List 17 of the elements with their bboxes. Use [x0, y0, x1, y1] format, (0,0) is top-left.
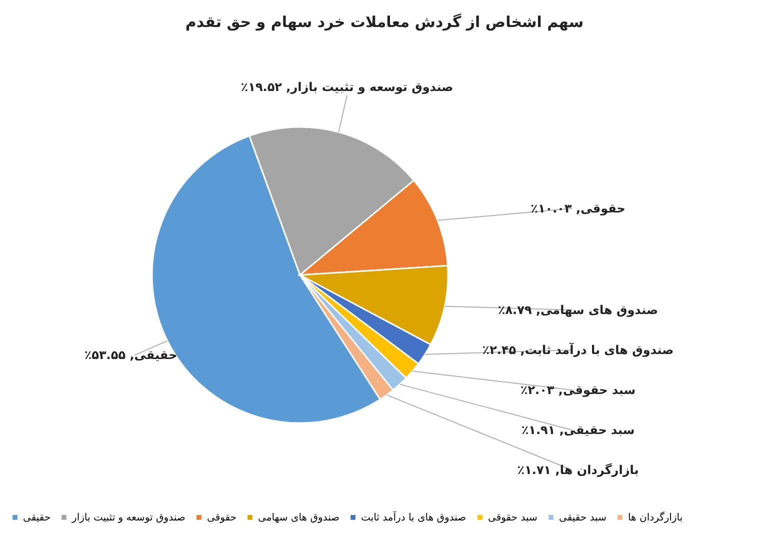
data-label: سبد حقیقی, ۱.۹۱٪	[521, 423, 635, 437]
legend-label: صندوق توسعه و تثبیت بازار	[71, 512, 186, 524]
data-label: صندوق های با درآمد ثابت, ۲.۴۵٪	[482, 342, 674, 357]
legend-label: سبد حقوقی	[488, 512, 538, 524]
data-label: سبد حقوقی, ۲.۰۳٪	[520, 383, 636, 397]
data-label: حقیقی, ۵۳.۵۵٪	[84, 348, 178, 362]
legend-label: حقیقی	[23, 512, 51, 524]
legend-label: سبد حقیقی	[559, 512, 606, 524]
data-label: بازارگردان ها, ۱.۷۱٪	[517, 463, 639, 477]
legend-label: حقوقی	[207, 512, 237, 524]
data-label: صندوق های سهامی, ۸.۷۹٪	[498, 303, 658, 317]
data-label: صندوق توسعه و تثبیت بازار, ۱۹.۵۲٪	[240, 80, 454, 94]
legend-label: صندوق های با درآمد ثابت	[361, 510, 466, 524]
legend-label: بازارگردان ها	[628, 511, 683, 524]
chart-title: سهم اشخاص از گردش معاملات خرد سهام و حق تقدم	[185, 13, 584, 31]
legend-label: صندوق های سهامی	[258, 512, 340, 524]
data-label: حقوقی, ۱۰.۰۳٪	[530, 202, 626, 216]
